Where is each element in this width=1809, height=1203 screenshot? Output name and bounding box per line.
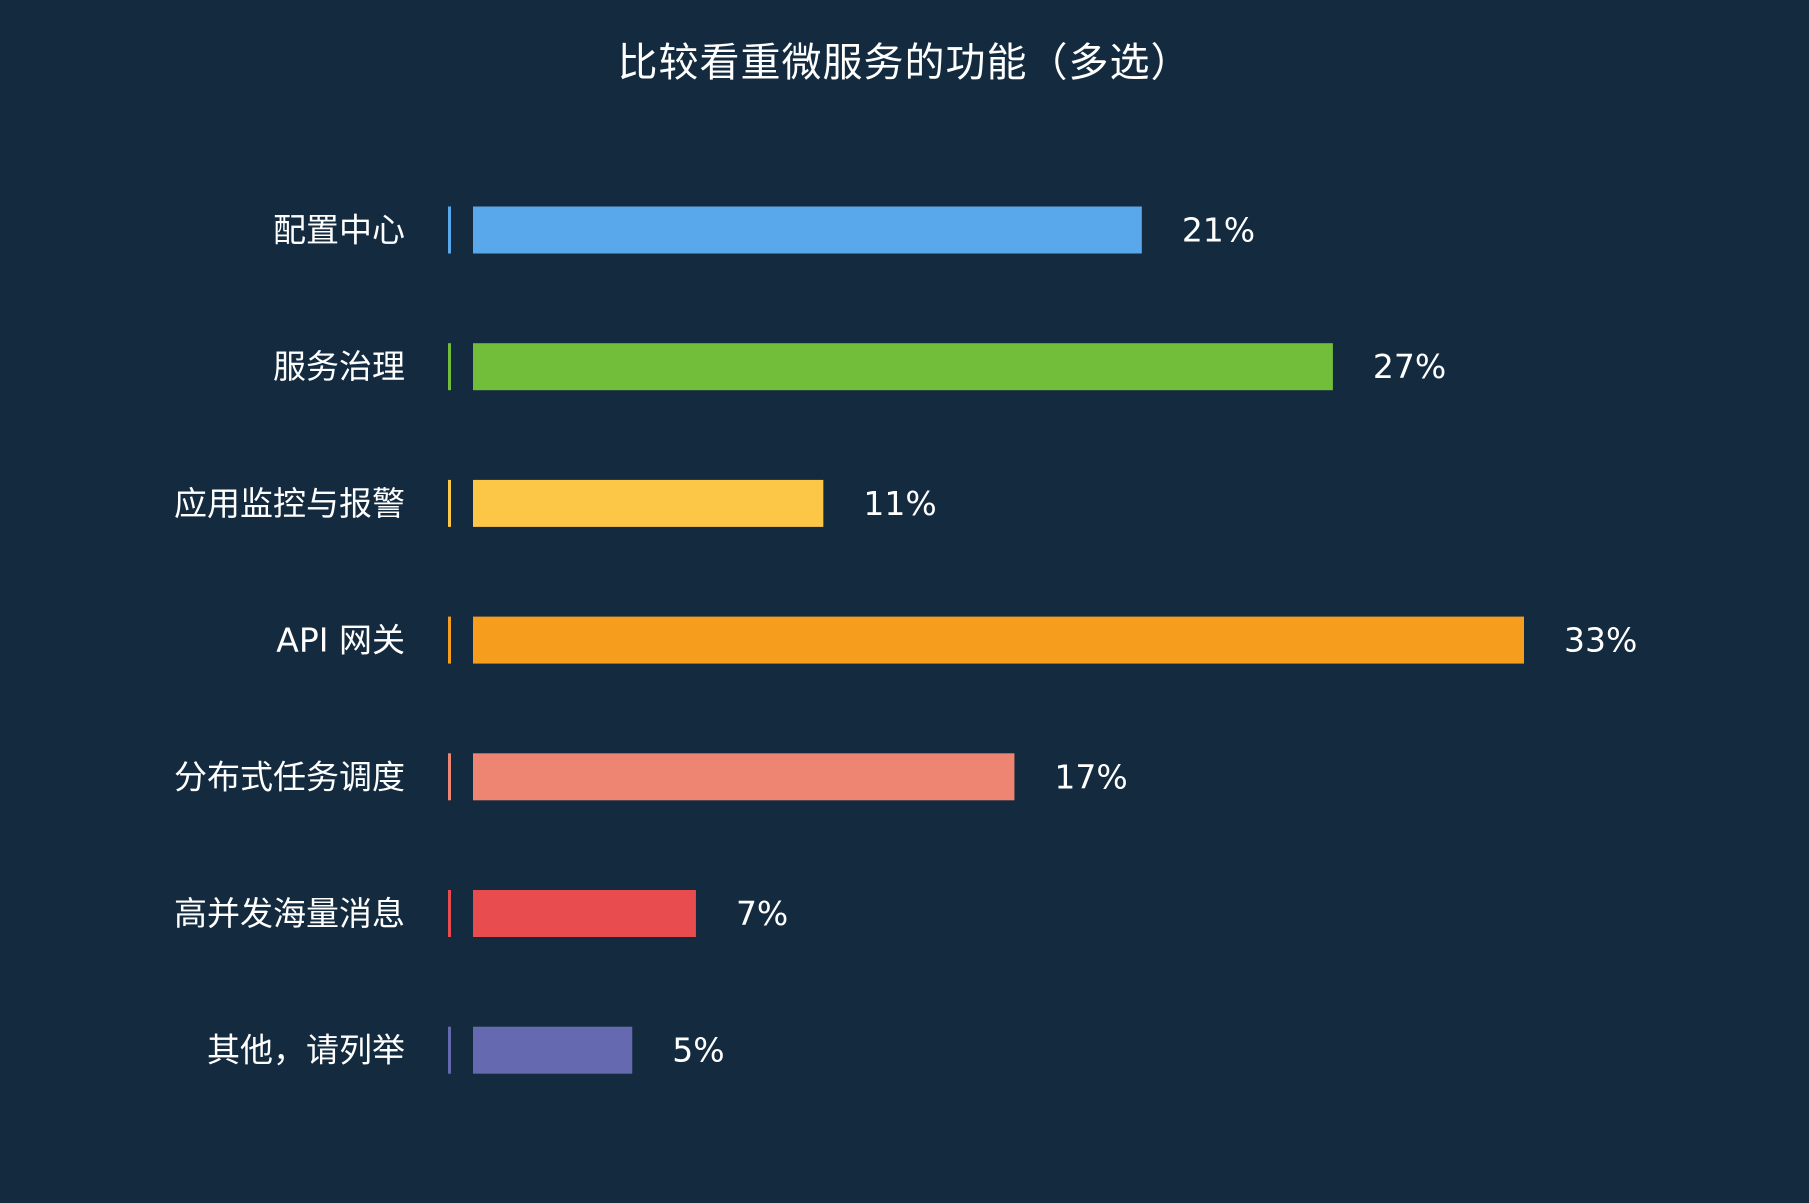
category-label: API 网关 xyxy=(276,621,405,660)
category-label: 应用监控与报警 xyxy=(174,484,405,523)
category-tick xyxy=(448,343,451,391)
chart-title: 比较看重微服务的功能（多选） xyxy=(617,40,1192,86)
category-label: 其他，请列举 xyxy=(207,1031,405,1070)
category-tick xyxy=(448,1026,451,1074)
category-tick xyxy=(448,890,451,937)
bar xyxy=(473,206,1142,254)
value-label: 5% xyxy=(672,1031,724,1070)
category-tick xyxy=(448,479,451,527)
value-label: 27% xyxy=(1373,347,1446,386)
bar xyxy=(473,1026,633,1074)
bar xyxy=(473,343,1333,391)
bar xyxy=(473,479,824,527)
category-tick xyxy=(448,206,451,254)
value-label: 21% xyxy=(1182,211,1255,250)
value-label: 17% xyxy=(1054,757,1127,796)
category-label: 高并发海量消息 xyxy=(174,894,405,933)
category-label: 配置中心 xyxy=(273,211,405,250)
bar xyxy=(473,753,1015,801)
category-label: 服务治理 xyxy=(273,347,405,386)
value-label: 33% xyxy=(1564,621,1637,660)
bar xyxy=(473,890,696,937)
category-tick xyxy=(448,753,451,801)
value-label: 11% xyxy=(863,484,936,523)
value-label: 7% xyxy=(736,894,788,933)
bar xyxy=(473,616,1524,664)
category-tick xyxy=(448,616,451,664)
category-label: 分布式任务调度 xyxy=(174,757,405,796)
